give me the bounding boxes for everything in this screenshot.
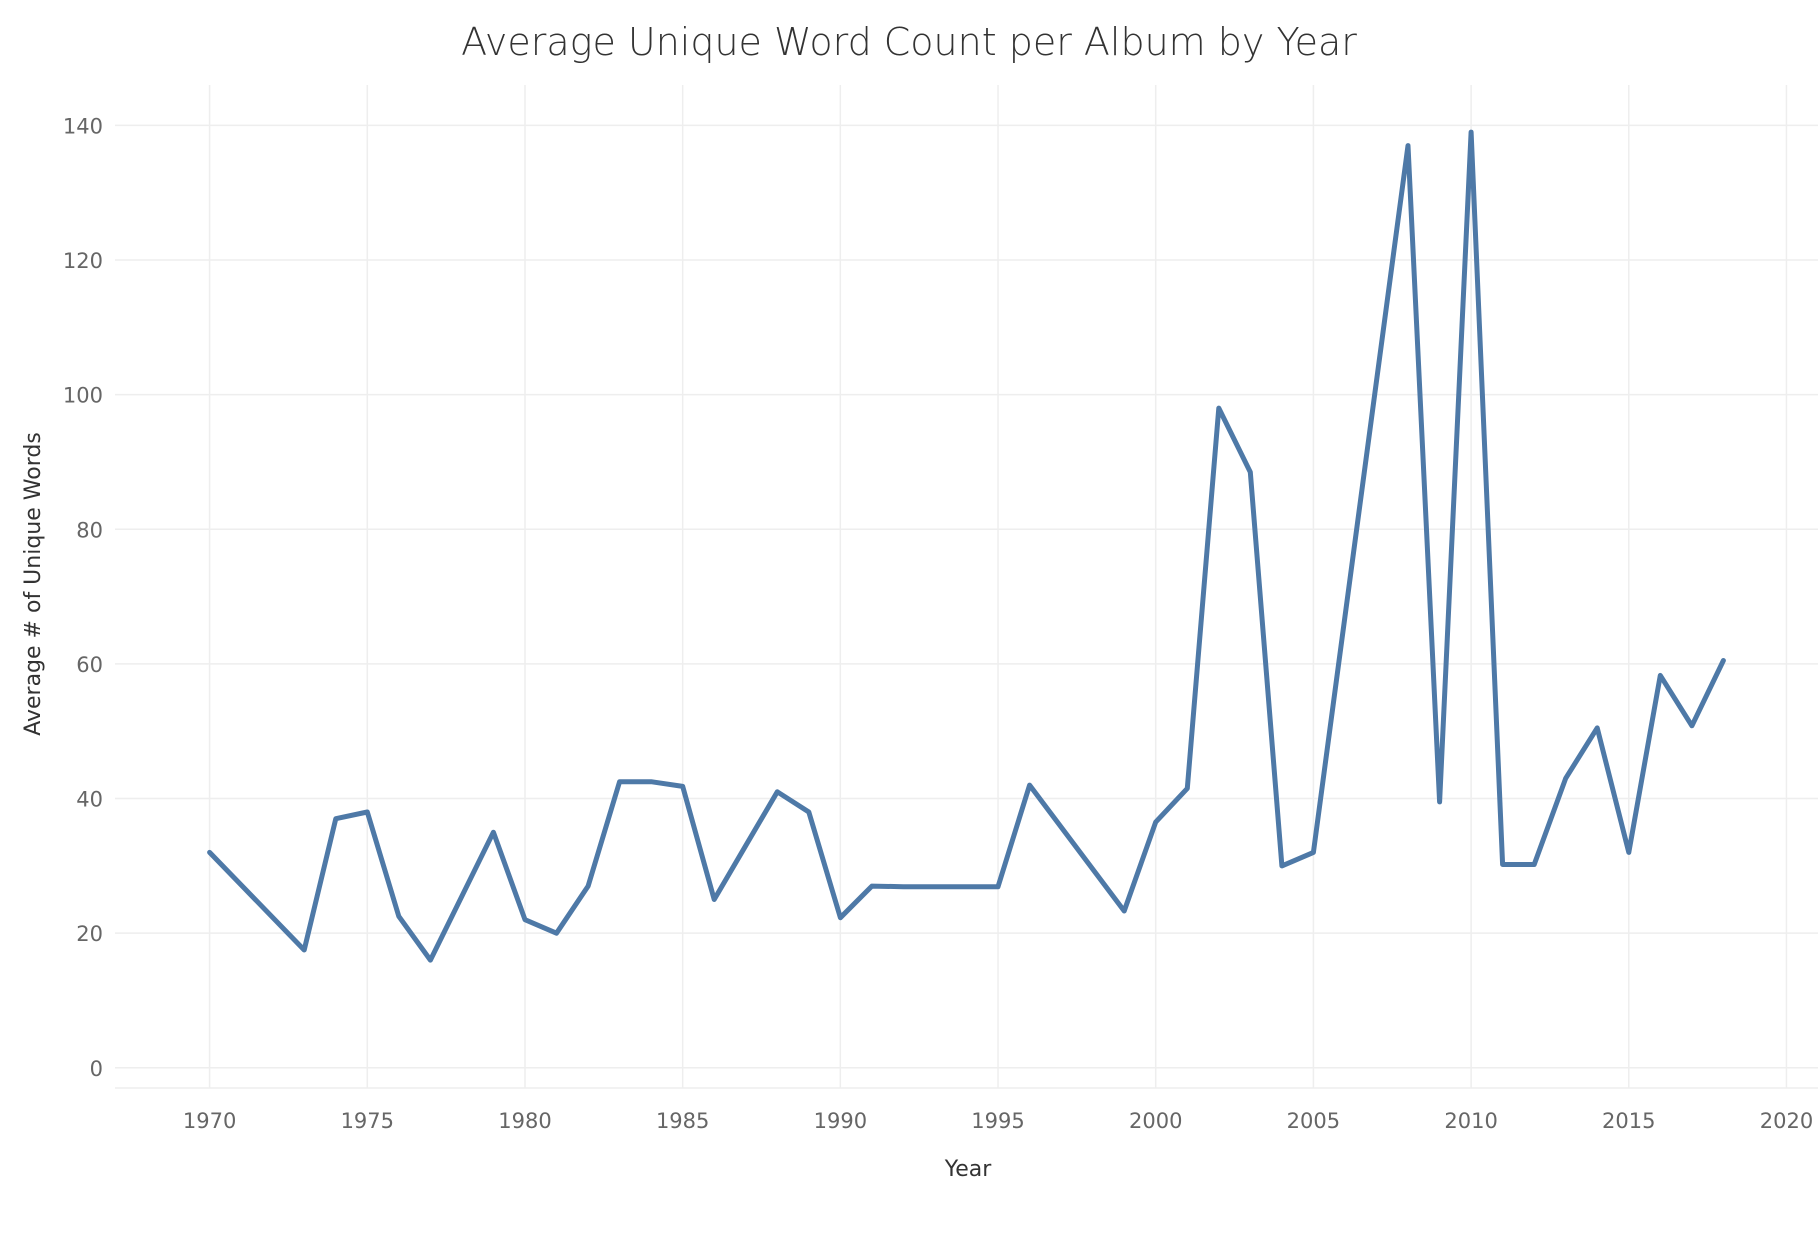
x-tick-label: 1975 [341, 1109, 394, 1133]
y-tick-label: 100 [63, 384, 103, 408]
x-tick-label: 2020 [1760, 1109, 1813, 1133]
x-axis-label: Year [944, 1157, 993, 1182]
x-tick-label: 2000 [1129, 1109, 1182, 1133]
x-tick-label: 1985 [656, 1109, 709, 1133]
y-tick-label: 0 [90, 1057, 103, 1081]
y-tick-label: 120 [63, 249, 103, 273]
x-tick-label: 2010 [1444, 1109, 1497, 1133]
x-axis-ticks: 1970 1975 1980 1985 1990 1995 2000 2005 2010 2015… [183, 1109, 1813, 1133]
x-tick-label: 1970 [183, 1109, 236, 1133]
y-tick-label: 40 [76, 788, 103, 812]
y-tick-label: 140 [63, 114, 103, 138]
y-tick-label: 60 [76, 653, 103, 677]
x-tick-label: 2015 [1602, 1109, 1655, 1133]
series-line [207, 129, 1726, 963]
x-tick-label: 1990 [814, 1109, 867, 1133]
chart-title: Average Unique Word Count per Album by Y… [461, 20, 1357, 64]
y-axis-ticks: 0 20 40 60 80 100 120 140 [63, 114, 103, 1080]
gridlines [115, 85, 1818, 1089]
x-tick-label: 1980 [498, 1109, 551, 1133]
y-axis-label: Average # of Unique Words [21, 432, 46, 736]
y-tick-label: 20 [76, 922, 103, 946]
x-tick-label: 2005 [1287, 1109, 1340, 1133]
y-tick-label: 80 [76, 518, 103, 542]
x-tick-label: 1995 [971, 1109, 1024, 1133]
